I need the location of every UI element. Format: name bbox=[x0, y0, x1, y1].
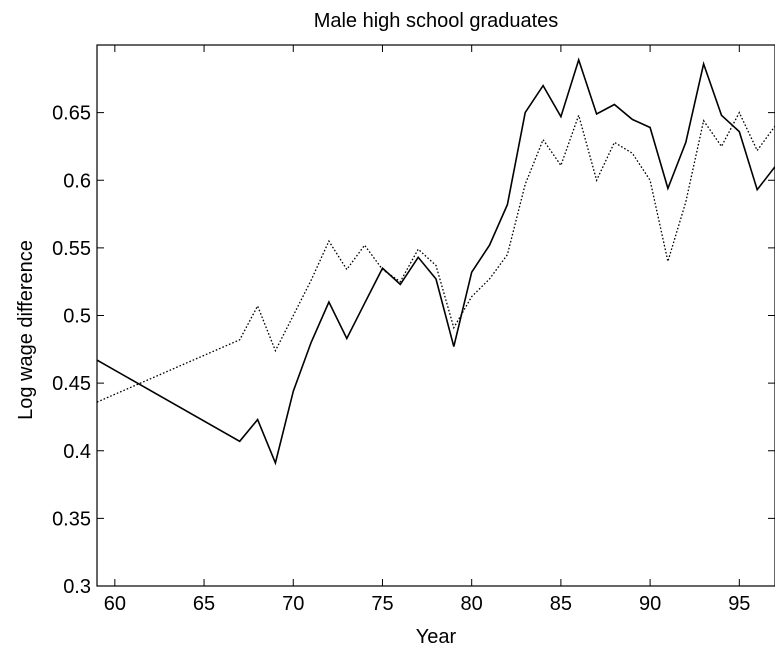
plot-frame bbox=[96, 44, 775, 587]
y-tick-label: 0.5 bbox=[63, 306, 91, 328]
x-axis-label: Year bbox=[416, 626, 457, 648]
y-axis-label: Log wage difference bbox=[15, 240, 37, 420]
x-tick-label: 95 bbox=[728, 593, 750, 615]
x-tick-label: 80 bbox=[461, 593, 483, 615]
x-tick-label: 70 bbox=[282, 593, 304, 615]
chart-title: Male high school graduates bbox=[314, 10, 559, 32]
x-tick-label: 60 bbox=[104, 593, 126, 615]
y-tick-label: 0.3 bbox=[63, 576, 91, 598]
plot-area: 60 65 70 75 80 85 90 95 0.3 0.35 0.4 0.45 0.5 0.55 0.6… bbox=[52, 44, 775, 615]
series-line-dotted bbox=[97, 111, 775, 403]
y-tick-label: 0.35 bbox=[52, 508, 91, 530]
x-tick-label: 75 bbox=[371, 593, 393, 615]
x-tick-label: 90 bbox=[639, 593, 661, 615]
series-line-solid bbox=[97, 57, 775, 466]
x-tick-label: 85 bbox=[550, 593, 572, 615]
y-tick-label: 0.65 bbox=[52, 103, 91, 125]
y-tick-label: 0.6 bbox=[63, 170, 91, 192]
y-tick-label: 0.45 bbox=[52, 373, 91, 395]
x-tick-label: 65 bbox=[193, 593, 215, 615]
y-tick-label: 0.4 bbox=[63, 441, 91, 463]
y-tick-label: 0.55 bbox=[52, 238, 91, 260]
